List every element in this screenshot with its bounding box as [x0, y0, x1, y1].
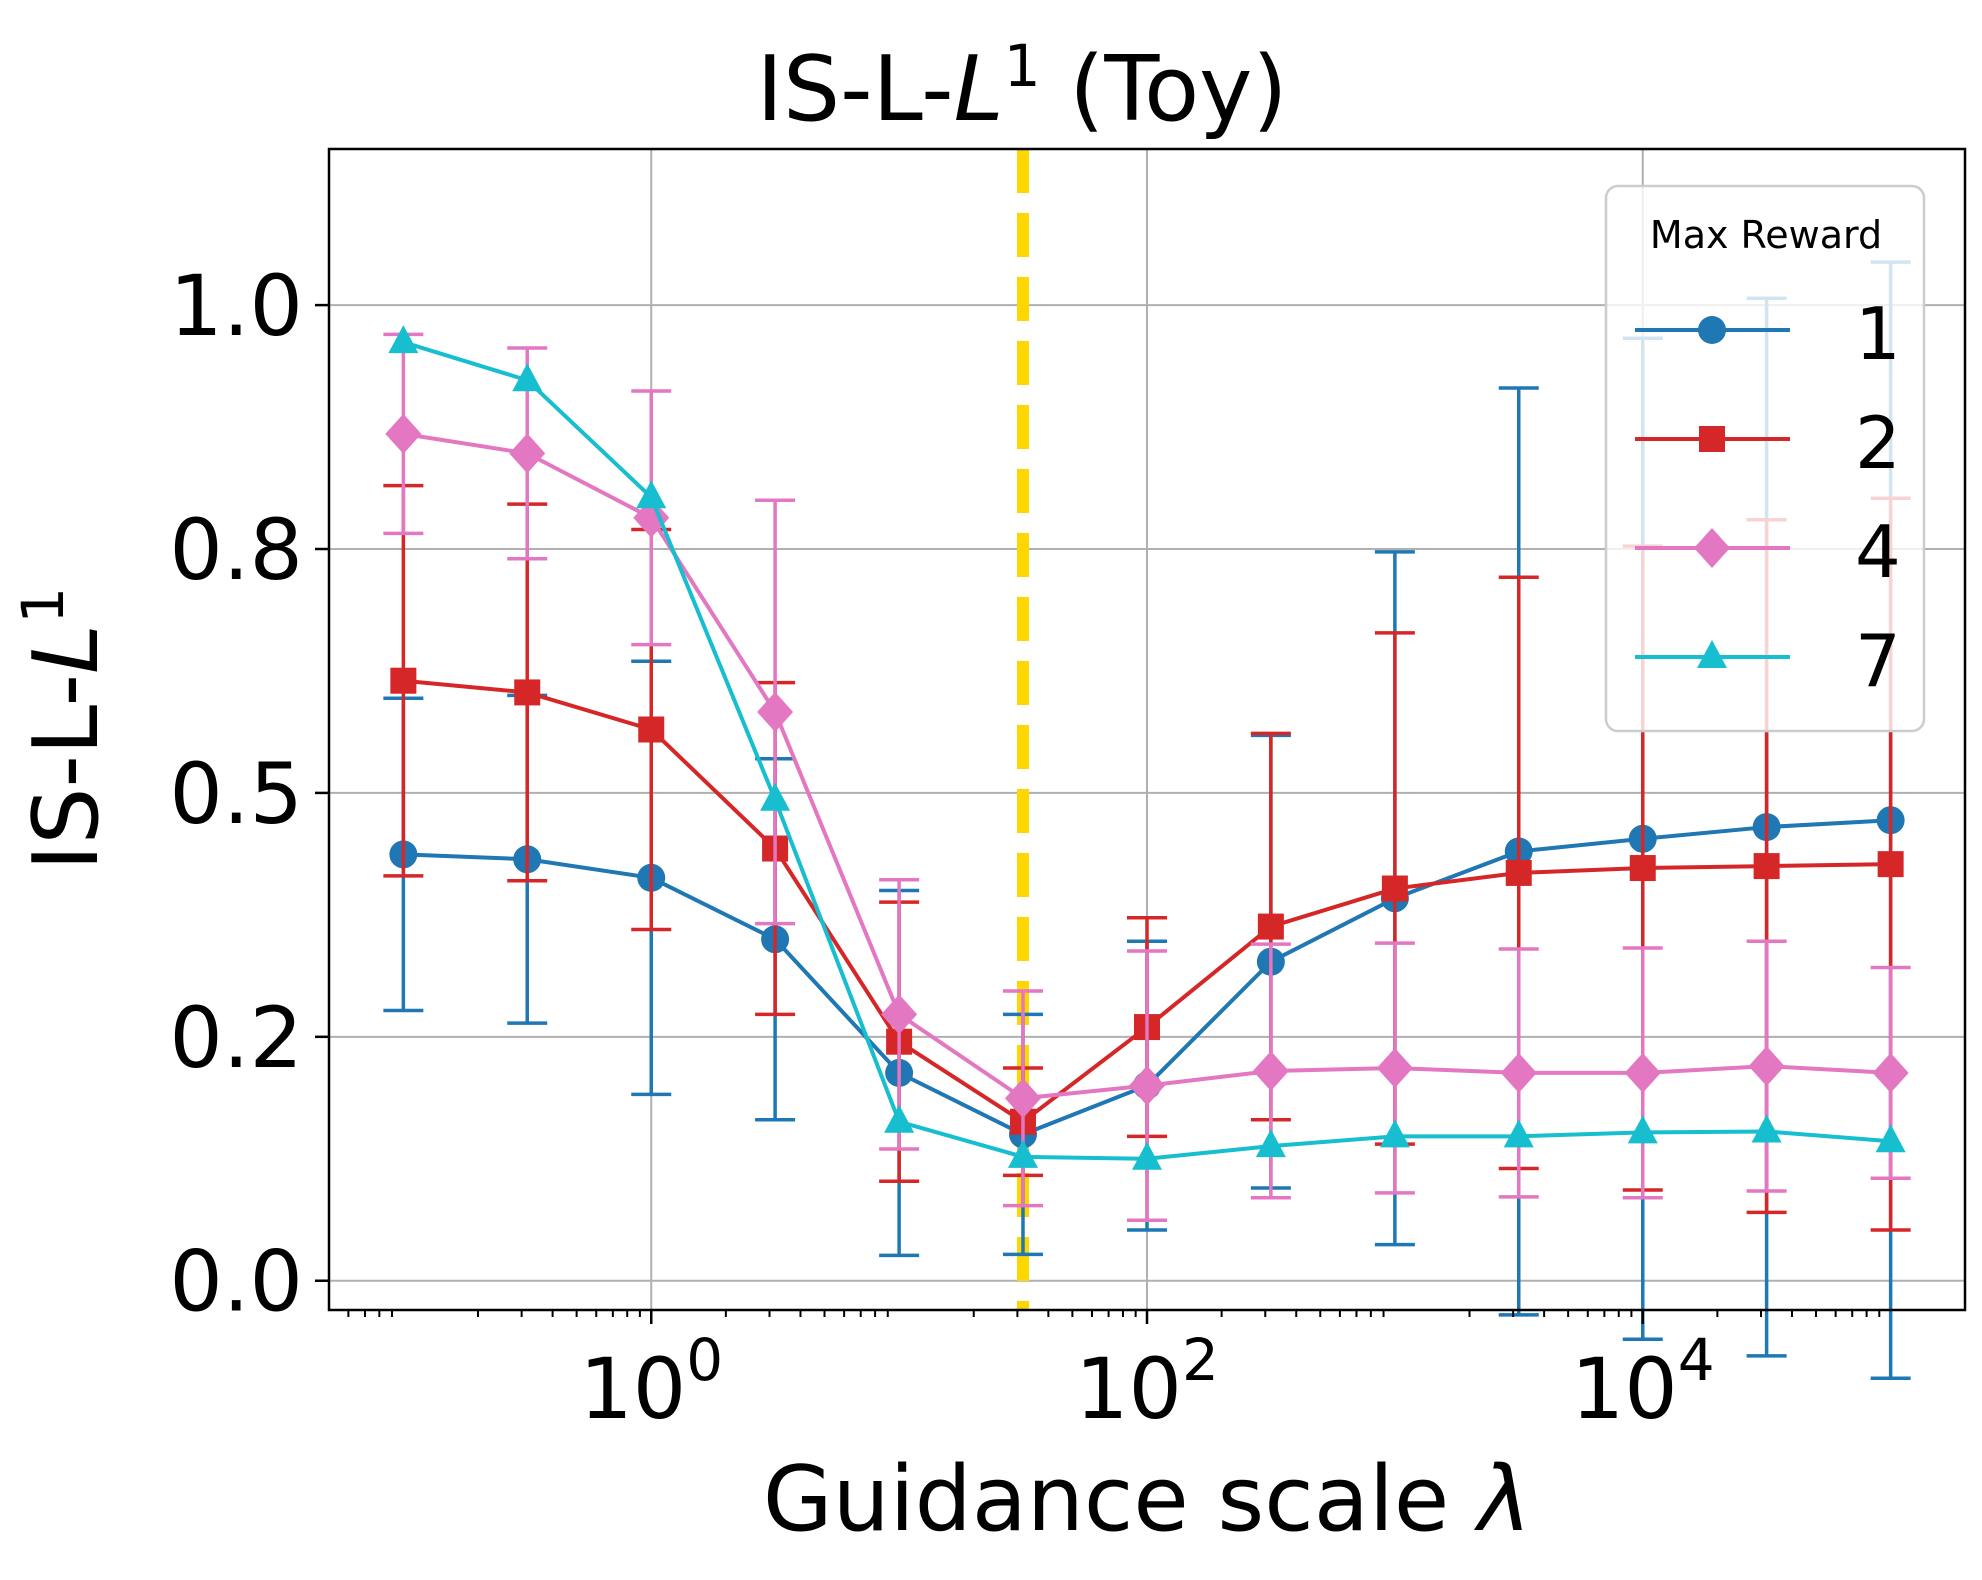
- legend-item-4: 4: [1635, 510, 1901, 594]
- data-point: [1753, 853, 1780, 880]
- data-point: [1500, 1052, 1537, 1093]
- data-point: [1257, 913, 1284, 940]
- x-tick-label: 102: [1075, 1326, 1219, 1438]
- data-point: [1629, 855, 1656, 882]
- data-point: [1381, 875, 1408, 902]
- data-point: [509, 433, 546, 474]
- data-point: [638, 716, 665, 743]
- data-point: [388, 325, 419, 354]
- y-tick-label: 0.5: [169, 745, 303, 843]
- x-axis-label: Guidance scale λ: [763, 1447, 1531, 1552]
- data-point: [1007, 1139, 1038, 1168]
- axis-ticks: 0.0 0.2 0.5 0.8 1.0 100 102 104: [169, 257, 1881, 1438]
- series-7: [388, 325, 1906, 1170]
- legend-item-1: 1: [1635, 292, 1901, 376]
- series-group: [383, 260, 1911, 1381]
- y-tick-label: 1.0: [169, 257, 303, 355]
- data-point: [1252, 1050, 1289, 1091]
- legend-marker: [1694, 528, 1730, 568]
- data-point: [512, 363, 543, 392]
- data-point: [1505, 859, 1532, 886]
- data-point: [1376, 1048, 1413, 1089]
- legend-item-2: 2: [1635, 401, 1901, 485]
- legend-title: Max Reward: [1650, 213, 1882, 257]
- legend-items: 1 2 4 7: [1635, 292, 1901, 703]
- data-point: [881, 994, 918, 1035]
- y-tick-label: 0.8: [169, 501, 303, 599]
- data-point: [1751, 1114, 1782, 1143]
- legend-label: 7: [1855, 619, 1901, 703]
- data-point: [514, 679, 541, 706]
- data-point: [1627, 1115, 1658, 1144]
- data-point: [1877, 851, 1904, 878]
- data-point: [385, 413, 422, 454]
- data-point: [1379, 1119, 1410, 1148]
- x-tick-label: 104: [1571, 1326, 1715, 1438]
- y-tick-label: 0.0: [169, 1233, 303, 1331]
- data-point: [390, 667, 417, 694]
- data-point: [760, 782, 791, 811]
- legend-marker: [1698, 316, 1726, 344]
- data-point: [1872, 1052, 1909, 1093]
- y-tick-label: 0.2: [169, 989, 303, 1087]
- y-axis-label: IS-L-L1: [9, 587, 119, 871]
- data-point: [884, 1104, 915, 1133]
- data-point: [1503, 1119, 1534, 1148]
- x-tick-label: 100: [579, 1326, 723, 1438]
- legend-item-7: 7: [1635, 619, 1901, 703]
- data-point: [1748, 1046, 1785, 1087]
- data-point: [636, 480, 667, 509]
- data-point: [1129, 1065, 1165, 1106]
- legend-label: 1: [1855, 292, 1901, 376]
- legend-label: 4: [1855, 510, 1901, 594]
- series-4: [383, 332, 1911, 1222]
- chart-title: IS-L-L1 (Toy): [756, 32, 1287, 142]
- data-point: [1255, 1129, 1286, 1158]
- legend-box: [1604, 184, 1926, 733]
- legend-label: 2: [1855, 401, 1901, 485]
- data-point: [1624, 1052, 1661, 1093]
- legend-marker: [1699, 426, 1725, 452]
- data-point: [757, 691, 794, 732]
- data-point: [1875, 1124, 1906, 1153]
- data-point: [1004, 1078, 1041, 1119]
- data-point: [1132, 1141, 1162, 1170]
- legend: Max Reward 1 2 4 7: [1604, 184, 1926, 733]
- legend-marker: [1697, 640, 1727, 668]
